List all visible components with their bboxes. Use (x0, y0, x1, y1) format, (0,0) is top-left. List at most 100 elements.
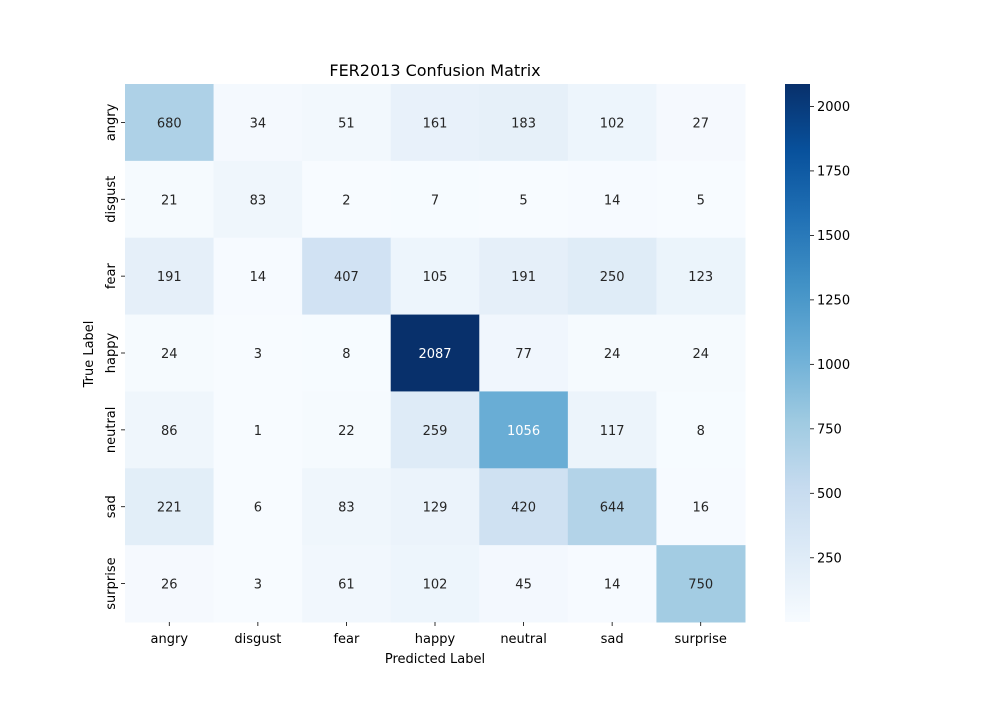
heatmap-cell (656, 160, 746, 239)
colorbar-tick-label: 750 (817, 422, 842, 437)
y-axis: angry disgust fear happy neutral sad surprise (104, 103, 125, 610)
heatmap-cell-value: 8 (697, 424, 705, 439)
heatmap-cell-value: 24 (692, 347, 709, 362)
heatmap-cell (479, 391, 569, 469)
heatmap-cell-value: 5 (519, 193, 527, 208)
heatmap-cell (567, 391, 657, 469)
y-tick-label: happy (104, 332, 119, 373)
heatmap-cell-value: 3 (254, 347, 262, 362)
heatmap-cell-value: 183 (511, 116, 536, 131)
heatmap-cell-value: 420 (511, 501, 536, 516)
chart-title: FER2013 Confusion Matrix (329, 61, 540, 80)
y-tick-label: fear (104, 263, 119, 290)
heatmap-cell-value: 3 (254, 578, 262, 593)
colorbar-tick-label: 1750 (817, 164, 850, 179)
heatmap-cell (125, 468, 215, 546)
heatmap-cell-value: 2087 (418, 347, 451, 362)
colorbar-tick-label: 1250 (817, 293, 850, 308)
heatmap-cell (302, 314, 392, 392)
heatmap-cell (390, 84, 480, 162)
y-tick-label: sad (104, 495, 119, 518)
heatmap-cell-value: 14 (604, 578, 621, 593)
heatmap-cell-value: 14 (250, 270, 267, 285)
heatmap-cell (125, 84, 215, 162)
heatmap-cell-value: 6 (254, 501, 262, 516)
heatmap-cell-value: 2 (342, 193, 350, 208)
heatmap-cell-value: 129 (423, 501, 448, 516)
heatmap-cell (567, 468, 657, 546)
heatmap-cell (390, 468, 480, 546)
heatmap-cell (302, 468, 392, 546)
heatmap-cell (213, 237, 303, 316)
x-tick-label: neutral (500, 632, 547, 647)
heatmap-cell (213, 84, 303, 162)
heatmap-cell (656, 84, 746, 162)
x-tick-label: disgust (234, 632, 281, 647)
heatmap-cell (656, 237, 746, 316)
heatmap-cell-value: 161 (423, 116, 448, 131)
heatmap-cell-value: 14 (604, 193, 621, 208)
heatmap-cell (479, 160, 569, 239)
colorbar-tick-label: 2000 (817, 100, 850, 115)
heatmap-cell-value: 26 (161, 578, 178, 593)
heatmap-cell-value: 83 (250, 193, 267, 208)
heatmap-cell (213, 391, 303, 469)
heatmap-cell (302, 84, 392, 162)
heatmap-cell (656, 545, 746, 623)
heatmap-cell (479, 314, 569, 392)
heatmap-cell (390, 314, 480, 392)
heatmap-cell (479, 468, 569, 546)
y-tick-label: angry (104, 103, 119, 141)
heatmap-cell (213, 160, 303, 239)
heatmap-cell-value: 8 (342, 347, 350, 362)
x-axis-label: Predicted Label (385, 652, 485, 667)
y-tick-label: neutral (104, 407, 119, 454)
heatmap-cell-value: 5 (697, 193, 705, 208)
heatmap-cell (479, 84, 569, 162)
heatmap-cell (656, 314, 746, 392)
heatmap-cell (302, 160, 392, 239)
y-axis-label: True Label (82, 321, 97, 389)
x-tick-label: surprise (675, 632, 727, 647)
colorbar-tick-label: 1500 (817, 229, 850, 244)
heatmap-cell (125, 391, 215, 469)
heatmap-cell-value: 221 (157, 501, 182, 516)
heatmap-cell (567, 237, 657, 316)
heatmap-cell (213, 314, 303, 392)
x-tick-label: sad (601, 632, 624, 647)
heatmap-cell-value: 51 (338, 116, 355, 131)
heatmap-cell-value: 105 (423, 270, 448, 285)
heatmap-cell-value: 22 (338, 424, 355, 439)
heatmap-cell (656, 468, 746, 546)
heatmap-cell-value: 7 (431, 193, 439, 208)
heatmap-cell-value: 117 (600, 424, 625, 439)
heatmap-cell (567, 314, 657, 392)
heatmap-cell-value: 21 (161, 193, 178, 208)
heatmap-cell-value: 86 (161, 424, 178, 439)
colorbar-tick-label: 500 (817, 487, 842, 502)
heatmap-cells (125, 84, 746, 623)
heatmap-cell-value: 644 (600, 501, 625, 516)
heatmap-cell-value: 61 (338, 578, 355, 593)
heatmap-cell (302, 237, 392, 316)
colorbar-tick-label: 1000 (817, 358, 850, 373)
heatmap-cell-value: 102 (600, 116, 625, 131)
heatmap-cell (656, 391, 746, 469)
heatmap-cell-value: 77 (515, 347, 532, 362)
heatmap-cell-value: 24 (604, 347, 621, 362)
heatmap-cell (479, 237, 569, 316)
heatmap-cell (567, 545, 657, 623)
heatmap-cell (390, 160, 480, 239)
heatmap-cell (390, 545, 480, 623)
heatmap-cell (125, 314, 215, 392)
heatmap-cell (390, 237, 480, 316)
heatmap-cell (479, 545, 569, 623)
colorbar-ticks: 250 500 750 1000 1250 1500 1750 2000 (810, 100, 850, 566)
colorbar (785, 84, 810, 622)
x-axis: angry disgust fear happy neutral sad surprise (151, 622, 727, 647)
heatmap-cell-value: 24 (161, 347, 178, 362)
heatmap-cell (125, 545, 215, 623)
